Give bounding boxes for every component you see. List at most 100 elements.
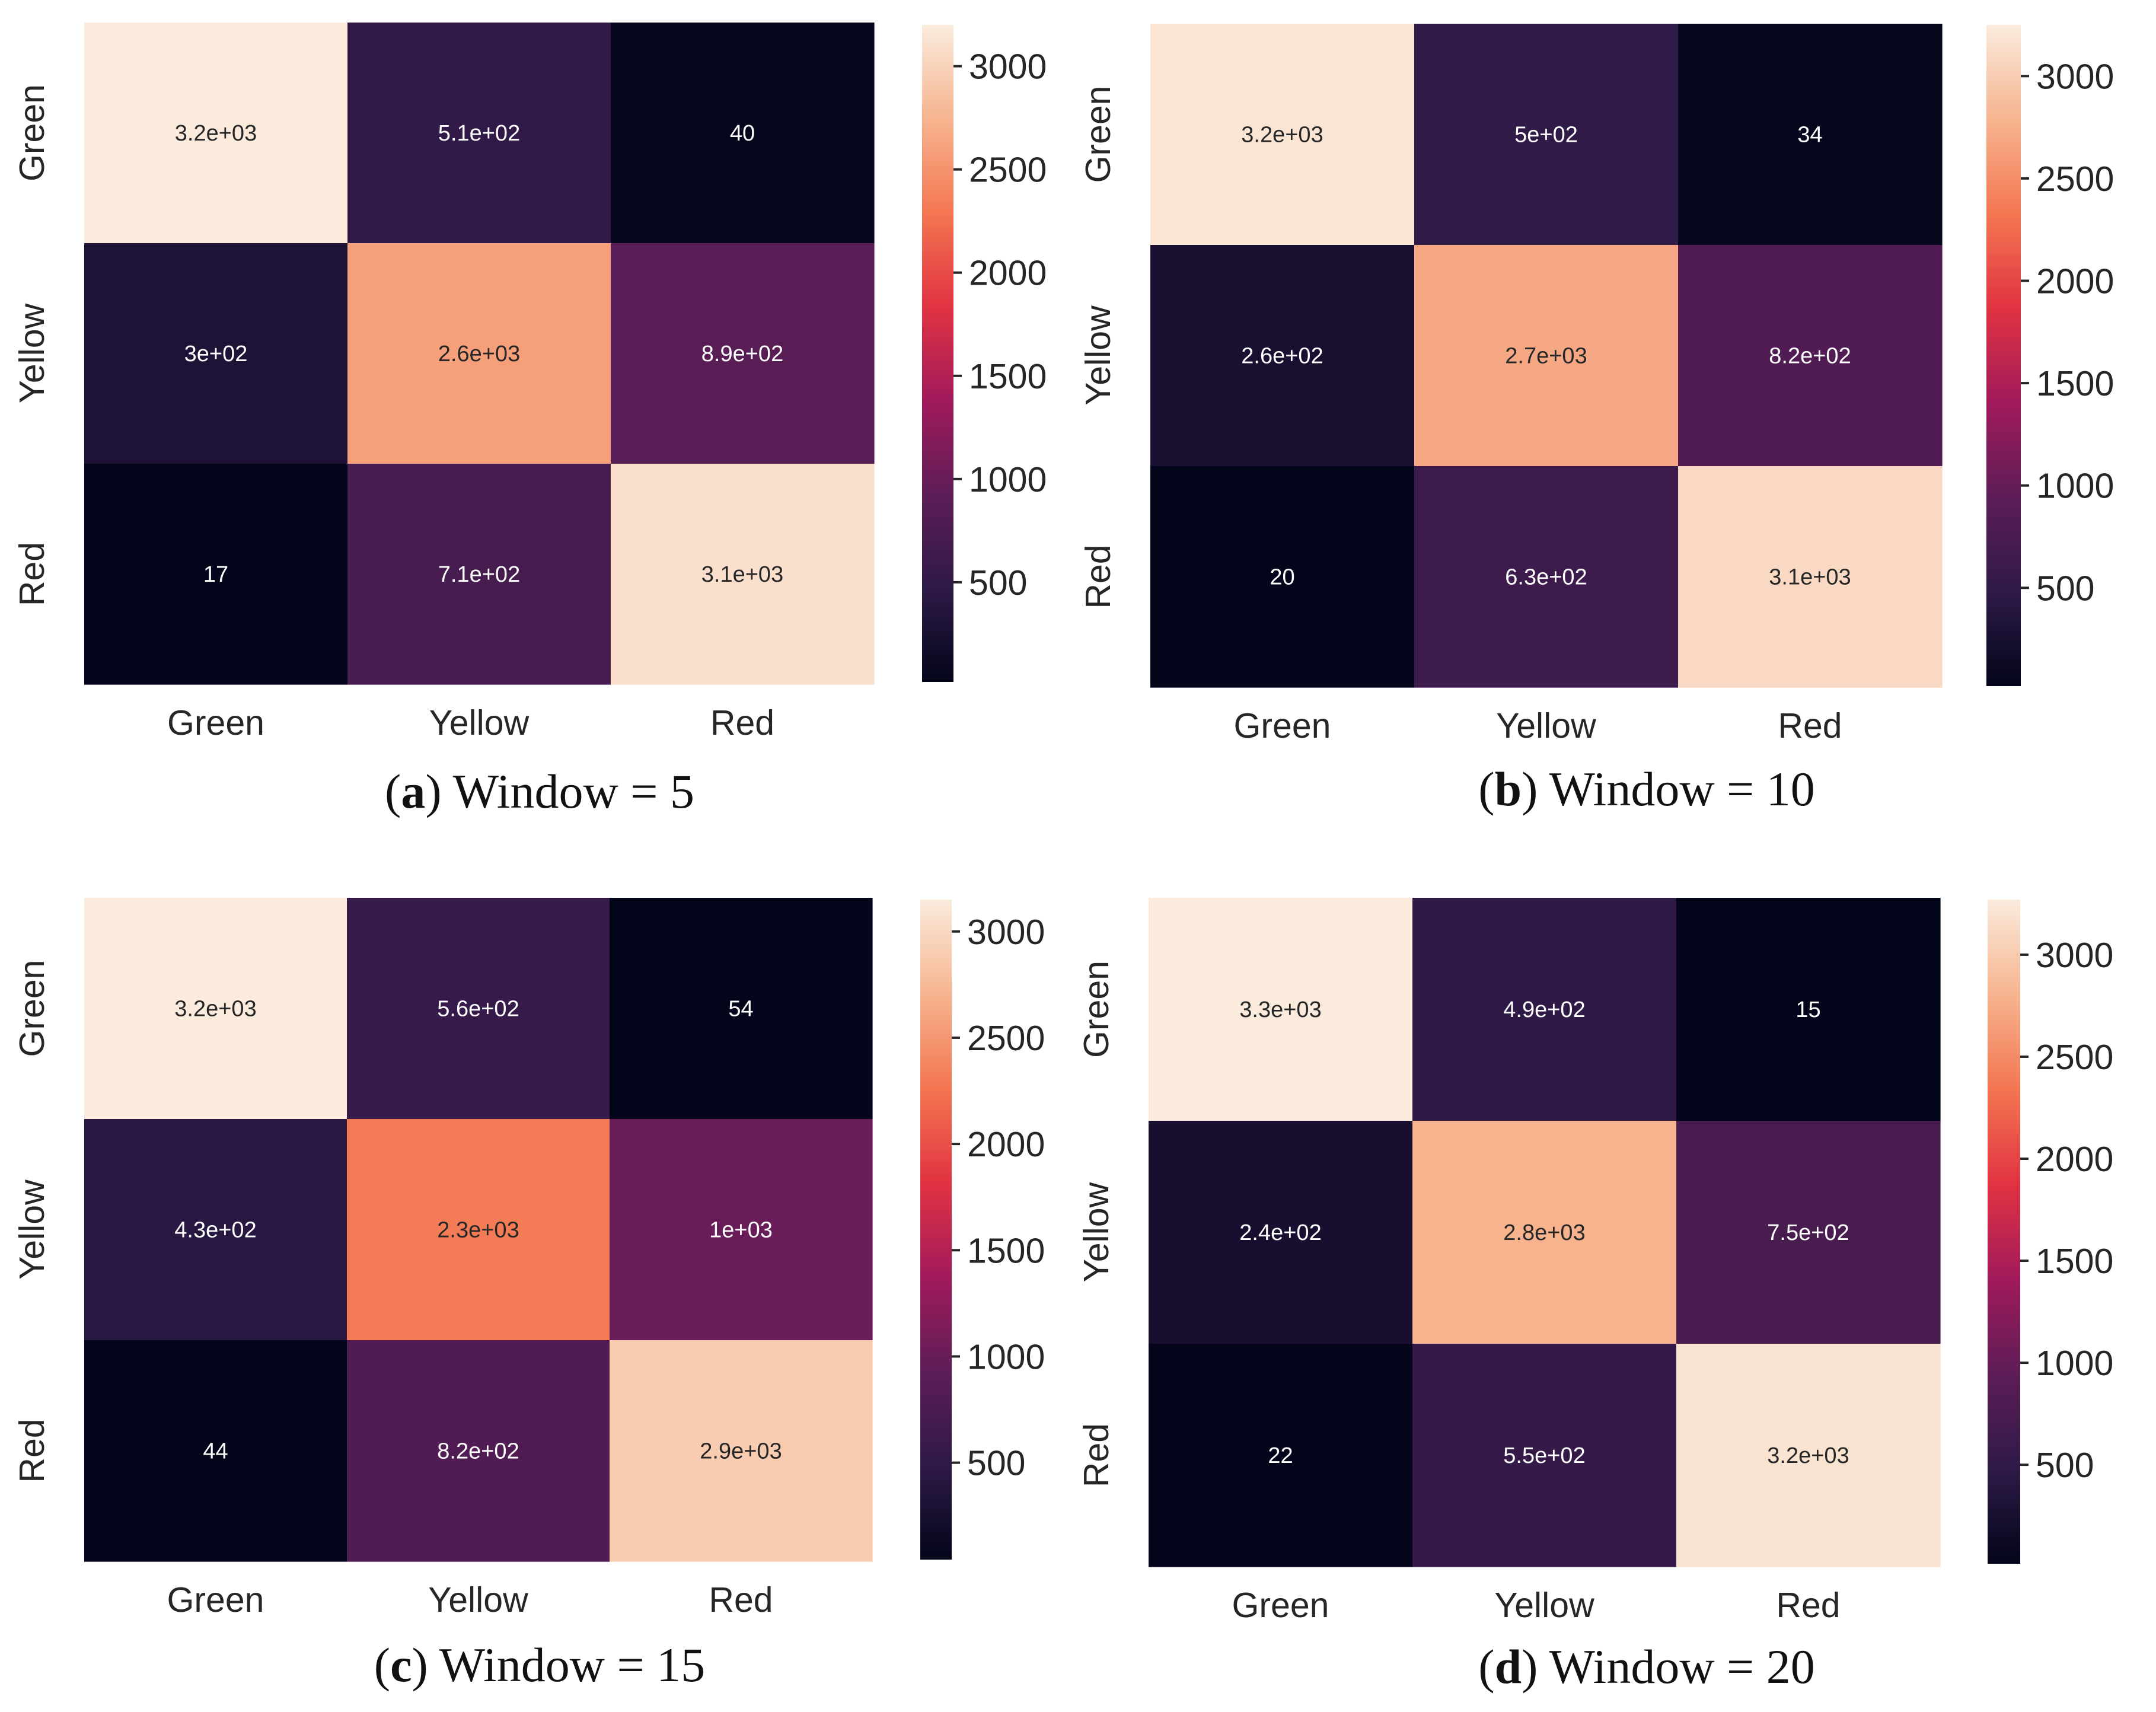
heatmap-cell (1678, 245, 1943, 467)
colorbar-tick-label: 3000 (2036, 57, 2114, 96)
column-label: Red (1778, 706, 1842, 745)
row-label: Yellow (12, 1179, 52, 1280)
heatmap-cell (1412, 1344, 1677, 1567)
colorbar (920, 900, 952, 1560)
row-label: Red (12, 1418, 52, 1483)
colorbar-tick-label: 500 (2036, 1446, 2094, 1485)
cell-annotation: 8.9e+02 (701, 342, 783, 366)
cell-annotation: 7.1e+02 (438, 562, 520, 587)
heatmap-cell (84, 1119, 347, 1341)
column-label: Red (709, 1580, 773, 1619)
cell-annotation: 3.1e+03 (701, 562, 783, 587)
row-label: Green (12, 84, 52, 181)
colorbar-tick-label: 500 (2036, 569, 2094, 608)
heatmap-cell (1412, 898, 1677, 1121)
heatmap-cell (84, 243, 348, 464)
caption-letter: c (390, 1638, 412, 1692)
cell-annotation: 3.2e+03 (1767, 1443, 1849, 1468)
row-label: Yellow (1079, 305, 1118, 406)
heatmap-cell (347, 243, 611, 464)
cell-annotation: 2.6e+02 (1241, 344, 1323, 369)
heatmap-cell (610, 898, 873, 1120)
caption-text: Window = 20 (1549, 1640, 1814, 1694)
row-label: Green (1077, 961, 1116, 1058)
heatmap-cell (1149, 898, 1413, 1121)
row-label: Green (12, 960, 52, 1057)
column-label: Green (1232, 1586, 1329, 1625)
colorbar-tick-label: 2000 (2036, 262, 2114, 301)
cell-annotation: 4.9e+02 (1503, 997, 1585, 1022)
colorbar-tick-label: 1500 (967, 1231, 1045, 1270)
cell-annotation: 8.2e+02 (1769, 344, 1851, 369)
heatmap-cell (347, 464, 611, 685)
cell-annotation: 34 (1797, 123, 1822, 148)
row-label: Red (1079, 544, 1118, 608)
heatmap-cell (84, 464, 348, 685)
heatmap-cell (1414, 466, 1679, 688)
heatmap-cell (84, 1340, 347, 1562)
heatmap-cell (1676, 1121, 1941, 1344)
cell-annotation: 3.1e+03 (1769, 565, 1851, 590)
cell-annotation: 6.3e+02 (1505, 565, 1587, 590)
colorbar-tick-label: 3000 (2036, 936, 2113, 975)
cell-annotation: 3.3e+03 (1239, 997, 1321, 1022)
column-label: Green (1234, 706, 1331, 745)
colorbar (922, 25, 953, 682)
row-label: Green (1079, 86, 1118, 183)
cell-annotation: 40 (730, 121, 755, 146)
heatmap-panel-b: 3.2e+03 5e+02 34 2.6e+02 2.7e+03 8.2e+02 20 6.3… (1079, 24, 2114, 816)
heatmap-cell (1150, 24, 1415, 246)
heatmap-cell (1149, 1121, 1413, 1344)
caption-letter: d (1495, 1640, 1522, 1694)
column-label: Yellow (1496, 706, 1596, 745)
colorbar-tick-label: 2000 (967, 1125, 1045, 1164)
cell-annotation: 5.5e+02 (1503, 1443, 1585, 1468)
colorbar-tick-label: 500 (967, 1444, 1025, 1483)
cell-annotation: 1e+03 (709, 1218, 773, 1243)
colorbar (1986, 25, 2021, 686)
heatmap-cell (84, 23, 348, 244)
heatmap-cell (1149, 1344, 1413, 1567)
cell-annotation: 5e+02 (1514, 123, 1578, 148)
column-label: Green (167, 703, 264, 742)
heatmap-cell (347, 1340, 610, 1562)
panel-caption: (a) Window = 5 (385, 764, 694, 818)
cell-annotation: 17 (203, 562, 228, 587)
colorbar-tick-label: 2500 (2036, 1038, 2113, 1077)
colorbar-tick-label: 1000 (969, 460, 1047, 499)
cell-annotation: 7.5e+02 (1767, 1220, 1849, 1245)
heatmap-cell (84, 898, 347, 1120)
colorbar-tick-label: 2500 (969, 151, 1047, 190)
row-label: Yellow (12, 303, 52, 403)
cell-annotation: 3.2e+03 (174, 997, 256, 1022)
caption-letter: a (401, 764, 425, 818)
cell-annotation: 3e+02 (184, 342, 248, 366)
cell-annotation: 20 (1270, 565, 1294, 590)
heatmap-cell (1412, 1121, 1677, 1344)
heatmap-cell (611, 464, 875, 685)
heatmap-cell (1678, 466, 1943, 688)
row-label: Red (1077, 1423, 1116, 1487)
cell-annotation: 5.1e+02 (438, 121, 520, 146)
heatmap-cell (1676, 898, 1941, 1121)
cell-annotation: 22 (1268, 1443, 1293, 1468)
cell-annotation: 2.8e+03 (1503, 1220, 1585, 1245)
heatmap-cell (611, 243, 875, 464)
colorbar-tick-label: 2500 (2036, 160, 2114, 199)
column-label: Yellow (429, 703, 530, 742)
colorbar-tick-label: 1500 (969, 357, 1047, 396)
heatmap-cell (1150, 466, 1415, 688)
cell-annotation: 5.6e+02 (437, 997, 519, 1022)
cell-annotation: 2.9e+03 (700, 1439, 782, 1464)
colorbar-tick-label: 1000 (2036, 467, 2114, 506)
heatmap-panel-c: 3.2e+03 5.6e+02 54 4.3e+02 2.3e+03 1e+03 44 8.2… (12, 898, 1045, 1692)
cell-annotation: 4.3e+02 (174, 1218, 256, 1243)
cell-annotation: 2.7e+03 (1505, 344, 1587, 369)
cell-annotation: 3.2e+03 (175, 121, 257, 146)
heatmap-cell (1414, 24, 1679, 246)
heatmap-cell (1414, 245, 1679, 467)
colorbar-tick-label: 1000 (2036, 1344, 2113, 1383)
colorbar-tick-label: 2000 (969, 254, 1047, 293)
caption-letter: b (1495, 762, 1522, 816)
column-label: Red (710, 703, 774, 742)
